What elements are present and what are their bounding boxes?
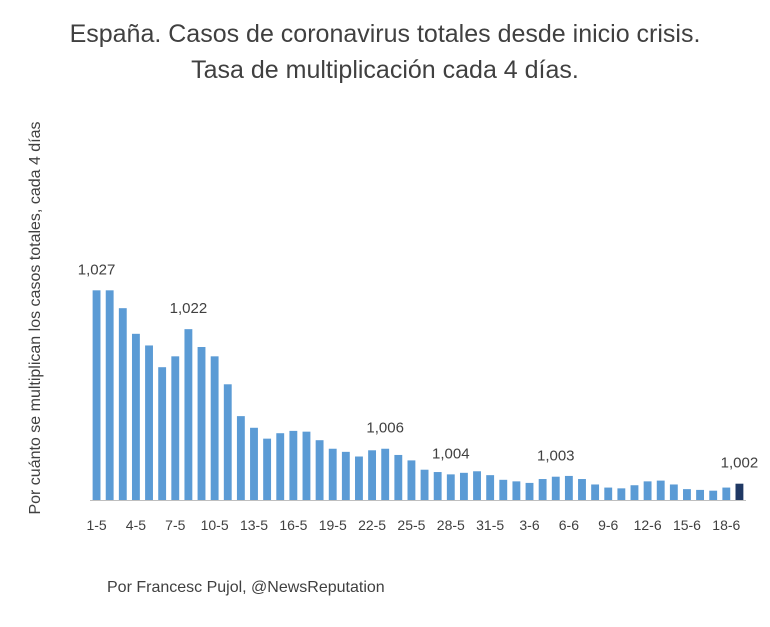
bar-14-6: [669, 484, 678, 500]
bar-9-6: [604, 487, 613, 500]
x-tick-label: 31-5: [476, 517, 504, 533]
data-label: 1,002: [721, 455, 759, 472]
bar-11-6: [630, 485, 639, 500]
bar-26-5: [420, 469, 429, 500]
bar-14-5: [263, 438, 272, 500]
x-tick-label: 12-6: [634, 517, 662, 533]
bar-8-5: [184, 329, 193, 500]
bar-9-5: [197, 347, 206, 500]
x-tick-label: 28-5: [437, 517, 465, 533]
bar-23-5: [381, 448, 390, 500]
bar-22-5: [368, 450, 377, 500]
x-tick-label: 10-5: [201, 517, 229, 533]
bar-2-6: [512, 481, 521, 500]
bar-18-5: [315, 440, 324, 500]
x-tick-label: 4-5: [126, 517, 146, 533]
bar-31-5: [486, 475, 495, 500]
x-tick-label: 6-6: [559, 517, 579, 533]
bar-21-5: [355, 456, 363, 500]
chart-subtitle: Tasa de multiplicación cada 4 días.: [191, 56, 579, 84]
x-tick-label: 13-5: [240, 517, 268, 533]
data-label: 1,027: [78, 261, 116, 278]
bar-17-6: [709, 490, 718, 500]
data-label: 1,003: [537, 448, 575, 465]
bar-17-5: [302, 431, 311, 500]
bar-10-6: [617, 488, 626, 500]
bar-16-5: [289, 430, 298, 500]
y-axis-label: Por cuánto se multiplican los casos tota…: [27, 121, 44, 514]
x-tick-label: 15-6: [673, 517, 701, 533]
bar-chart: 1,027 1,022 1,006 1,004 1,003 1,002 1-5 4-5 7-5…: [27, 121, 759, 533]
x-tick-label: 3-6: [519, 517, 539, 533]
bar-19-6: [735, 483, 744, 500]
data-label: 1,006: [366, 420, 404, 437]
bar-1-6: [499, 479, 508, 500]
bar-25-5: [407, 460, 416, 500]
x-tick-label: 1-5: [86, 517, 106, 533]
bar-4-5: [131, 333, 140, 500]
bar-18-6: [722, 487, 731, 500]
bar-28-5: [446, 474, 455, 500]
bar-13-5: [250, 427, 258, 500]
bar-2-5: [105, 290, 114, 500]
chart-title: España. Casos de coronavirus totales des…: [69, 20, 701, 48]
bar-3-5: [118, 308, 127, 500]
bar-20-5: [341, 451, 350, 500]
bar-1-5: [92, 290, 101, 500]
bar-12-5: [236, 416, 245, 500]
bar-5-5: [145, 345, 153, 500]
data-label: 1,004: [432, 445, 470, 462]
x-tick-label: 19-5: [319, 517, 347, 533]
credit-text: Por Francesc Pujol, @NewsReputation: [107, 579, 385, 596]
bar-19-5: [328, 448, 337, 500]
bar-24-5: [394, 454, 403, 500]
bar-8-6: [591, 484, 600, 500]
bar-6-6: [564, 475, 573, 500]
bar-10-5: [210, 356, 219, 500]
bar-12-6: [643, 481, 652, 500]
bar-16-6: [696, 489, 705, 500]
x-tick-label: 16-5: [279, 517, 307, 533]
data-label: 1,022: [170, 300, 208, 317]
bar-3-6: [525, 482, 534, 500]
bar-4-6: [538, 479, 547, 500]
bar-7-5: [171, 356, 180, 500]
bar-30-5: [473, 471, 481, 500]
x-tick-label: 22-5: [358, 517, 386, 533]
x-tick-label: 9-6: [598, 517, 618, 533]
bar-27-5: [433, 472, 442, 500]
bar-29-5: [459, 472, 468, 500]
x-tick-label: 18-6: [712, 517, 740, 533]
bar-13-6: [656, 480, 665, 500]
x-tick-label: 7-5: [165, 517, 185, 533]
bar-7-6: [578, 479, 586, 500]
bar-15-5: [276, 433, 285, 500]
bar-15-6: [683, 489, 691, 500]
x-tick-label: 25-5: [397, 517, 425, 533]
bar-11-5: [223, 384, 232, 500]
bar-6-5: [158, 367, 167, 500]
bar-5-6: [551, 476, 560, 500]
